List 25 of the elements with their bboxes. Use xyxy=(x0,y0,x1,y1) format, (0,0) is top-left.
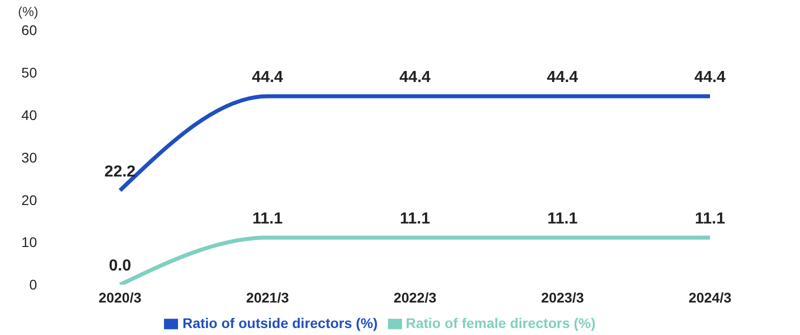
y-axis-title: (%) xyxy=(18,4,38,19)
x-tick-label: 2022/3 xyxy=(394,290,437,306)
data-label: 44.4 xyxy=(252,69,284,86)
x-tick-label: 2021/3 xyxy=(246,290,290,306)
y-tick-label: 0 xyxy=(29,276,38,293)
y-tick-label: 20 xyxy=(21,192,38,208)
data-label: 11.1 xyxy=(547,210,578,228)
x-tick-label: 2024/3 xyxy=(688,290,732,306)
y-tick-label: 60 xyxy=(21,22,38,38)
y-tick-label: 30 xyxy=(21,149,38,166)
data-label: 11.1 xyxy=(694,210,726,228)
data-label: 0.0 xyxy=(108,258,132,275)
data-label: 11.1 xyxy=(252,210,283,228)
data-label: 44.4 xyxy=(546,69,578,86)
y-tick-label: 10 xyxy=(21,234,38,250)
y-tick-label: 40 xyxy=(21,106,38,123)
data-label: 22.2 xyxy=(104,163,136,180)
data-label: 44.4 xyxy=(399,69,431,86)
legend-label: Ratio of outside directors (%) xyxy=(182,314,378,331)
x-tick-label: 2020/3 xyxy=(98,290,142,306)
data-label: 44.4 xyxy=(694,69,726,86)
x-tick-label: 2023/3 xyxy=(541,290,584,306)
y-tick-label: 50 xyxy=(21,64,38,80)
data-label: 11.1 xyxy=(400,210,430,228)
legend-label: Ratio of female directors (%) xyxy=(406,314,596,331)
